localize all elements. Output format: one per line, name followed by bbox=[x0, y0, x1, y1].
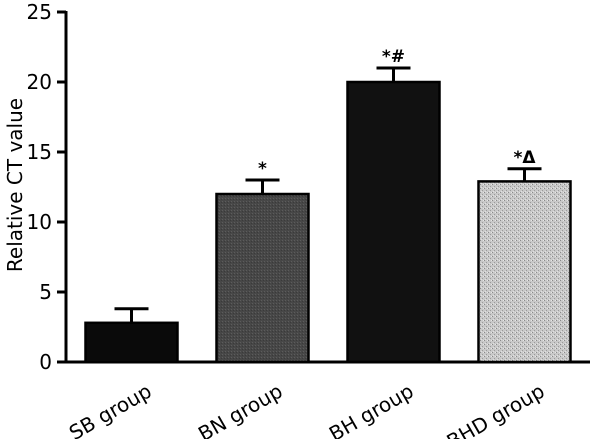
y-tick-label: 10 bbox=[27, 210, 52, 234]
significance-annotation: *Δ bbox=[513, 148, 536, 168]
category-label: BN group bbox=[194, 379, 287, 439]
category-label: BH group bbox=[325, 379, 418, 439]
y-tick-label: 5 bbox=[39, 280, 52, 304]
y-tick-label: 0 bbox=[39, 350, 52, 374]
y-tick-label: 25 bbox=[27, 0, 52, 24]
y-tick-label: 15 bbox=[27, 140, 52, 164]
bar-bhd-group bbox=[477, 180, 572, 364]
significance-annotation: *# bbox=[382, 47, 405, 67]
bar-bh-group bbox=[346, 80, 441, 364]
significance-annotation: * bbox=[258, 159, 267, 179]
bar-sb-group bbox=[84, 321, 179, 364]
y-axis-title: Relative CT value bbox=[3, 98, 27, 272]
bar-bn-group bbox=[215, 192, 310, 364]
category-label: BHD group bbox=[443, 379, 549, 439]
category-label: SB group bbox=[65, 379, 156, 439]
bars bbox=[84, 66, 572, 364]
y-tick-label: 20 bbox=[27, 70, 52, 94]
